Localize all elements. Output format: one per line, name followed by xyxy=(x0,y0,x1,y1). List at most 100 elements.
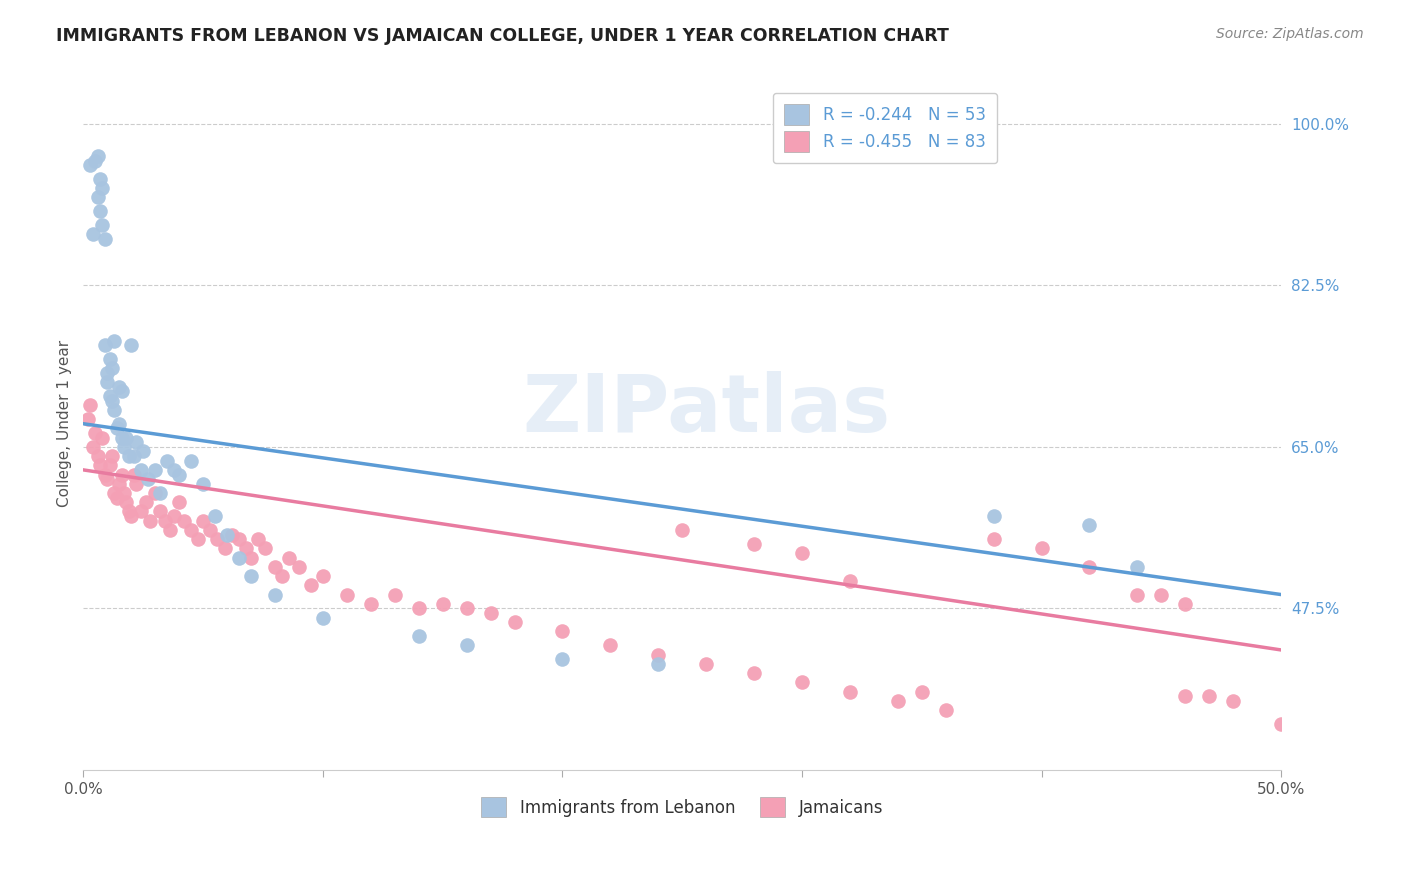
Point xyxy=(254,541,277,556)
Point xyxy=(742,537,765,551)
Point xyxy=(86,190,108,204)
Point xyxy=(1270,716,1292,731)
Point xyxy=(111,431,134,445)
Point xyxy=(86,449,108,463)
Point xyxy=(278,550,301,565)
Point xyxy=(790,675,813,690)
Y-axis label: College, Under 1 year: College, Under 1 year xyxy=(58,340,72,508)
Point xyxy=(86,149,108,163)
Point xyxy=(551,624,574,639)
Point xyxy=(89,172,111,186)
Point xyxy=(204,509,226,524)
Point xyxy=(77,412,100,426)
Point xyxy=(247,532,270,546)
Point xyxy=(911,684,934,698)
Point xyxy=(101,449,124,463)
Point xyxy=(111,467,134,482)
Point xyxy=(112,486,135,500)
Point xyxy=(108,417,131,431)
Point xyxy=(136,472,159,486)
Point xyxy=(163,463,186,477)
Point xyxy=(180,523,202,537)
Point xyxy=(108,476,131,491)
Point xyxy=(139,514,162,528)
Point xyxy=(173,514,195,528)
Point xyxy=(94,232,117,246)
Text: IMMIGRANTS FROM LEBANON VS JAMAICAN COLLEGE, UNDER 1 YEAR CORRELATION CHART: IMMIGRANTS FROM LEBANON VS JAMAICAN COLL… xyxy=(56,27,949,45)
Point xyxy=(1126,559,1149,574)
Point xyxy=(180,453,202,467)
Point xyxy=(98,352,121,367)
Point xyxy=(207,532,229,546)
Point xyxy=(187,532,209,546)
Point xyxy=(790,546,813,560)
Point xyxy=(108,380,131,394)
Point xyxy=(647,648,669,662)
Point xyxy=(191,514,214,528)
Point xyxy=(479,606,502,620)
Point xyxy=(103,334,125,348)
Point xyxy=(91,431,114,445)
Point xyxy=(240,569,263,583)
Point xyxy=(103,486,125,500)
Point xyxy=(983,509,1005,524)
Point xyxy=(118,504,141,518)
Point xyxy=(105,491,128,505)
Point xyxy=(105,421,128,435)
Point xyxy=(1198,689,1220,703)
Point xyxy=(695,657,717,671)
Point xyxy=(360,597,382,611)
Point xyxy=(82,227,104,242)
Point xyxy=(299,578,322,592)
Point xyxy=(1294,707,1316,722)
Point xyxy=(456,638,478,652)
Point xyxy=(1150,588,1173,602)
Point xyxy=(935,703,957,717)
Point xyxy=(91,181,114,195)
Point xyxy=(143,463,166,477)
Point xyxy=(288,559,311,574)
Point xyxy=(551,652,574,666)
Point xyxy=(1174,689,1197,703)
Point xyxy=(228,532,250,546)
Point xyxy=(264,588,287,602)
Point xyxy=(101,393,124,408)
Point xyxy=(112,440,135,454)
Point xyxy=(456,601,478,615)
Point xyxy=(125,435,148,450)
Point xyxy=(143,486,166,500)
Point xyxy=(312,610,335,624)
Point xyxy=(82,440,104,454)
Point xyxy=(94,338,117,352)
Point xyxy=(129,463,152,477)
Point xyxy=(79,158,101,172)
Point xyxy=(647,657,669,671)
Point xyxy=(312,569,335,583)
Point xyxy=(167,495,190,509)
Point xyxy=(742,666,765,681)
Point xyxy=(1222,694,1244,708)
Point xyxy=(118,449,141,463)
Point xyxy=(384,588,406,602)
Text: Source: ZipAtlas.com: Source: ZipAtlas.com xyxy=(1216,27,1364,41)
Point xyxy=(84,153,107,168)
Point xyxy=(167,467,190,482)
Point xyxy=(89,204,111,219)
Point xyxy=(408,629,430,643)
Point xyxy=(671,523,693,537)
Point xyxy=(200,523,222,537)
Point xyxy=(221,527,243,541)
Point xyxy=(156,453,179,467)
Point xyxy=(89,458,111,473)
Point xyxy=(79,398,101,412)
Point xyxy=(98,458,121,473)
Point xyxy=(98,389,121,403)
Point xyxy=(503,615,526,630)
Point xyxy=(115,495,138,509)
Point xyxy=(240,550,263,565)
Point xyxy=(149,486,172,500)
Point xyxy=(1078,559,1101,574)
Point xyxy=(94,467,117,482)
Point xyxy=(132,444,155,458)
Point xyxy=(149,504,172,518)
